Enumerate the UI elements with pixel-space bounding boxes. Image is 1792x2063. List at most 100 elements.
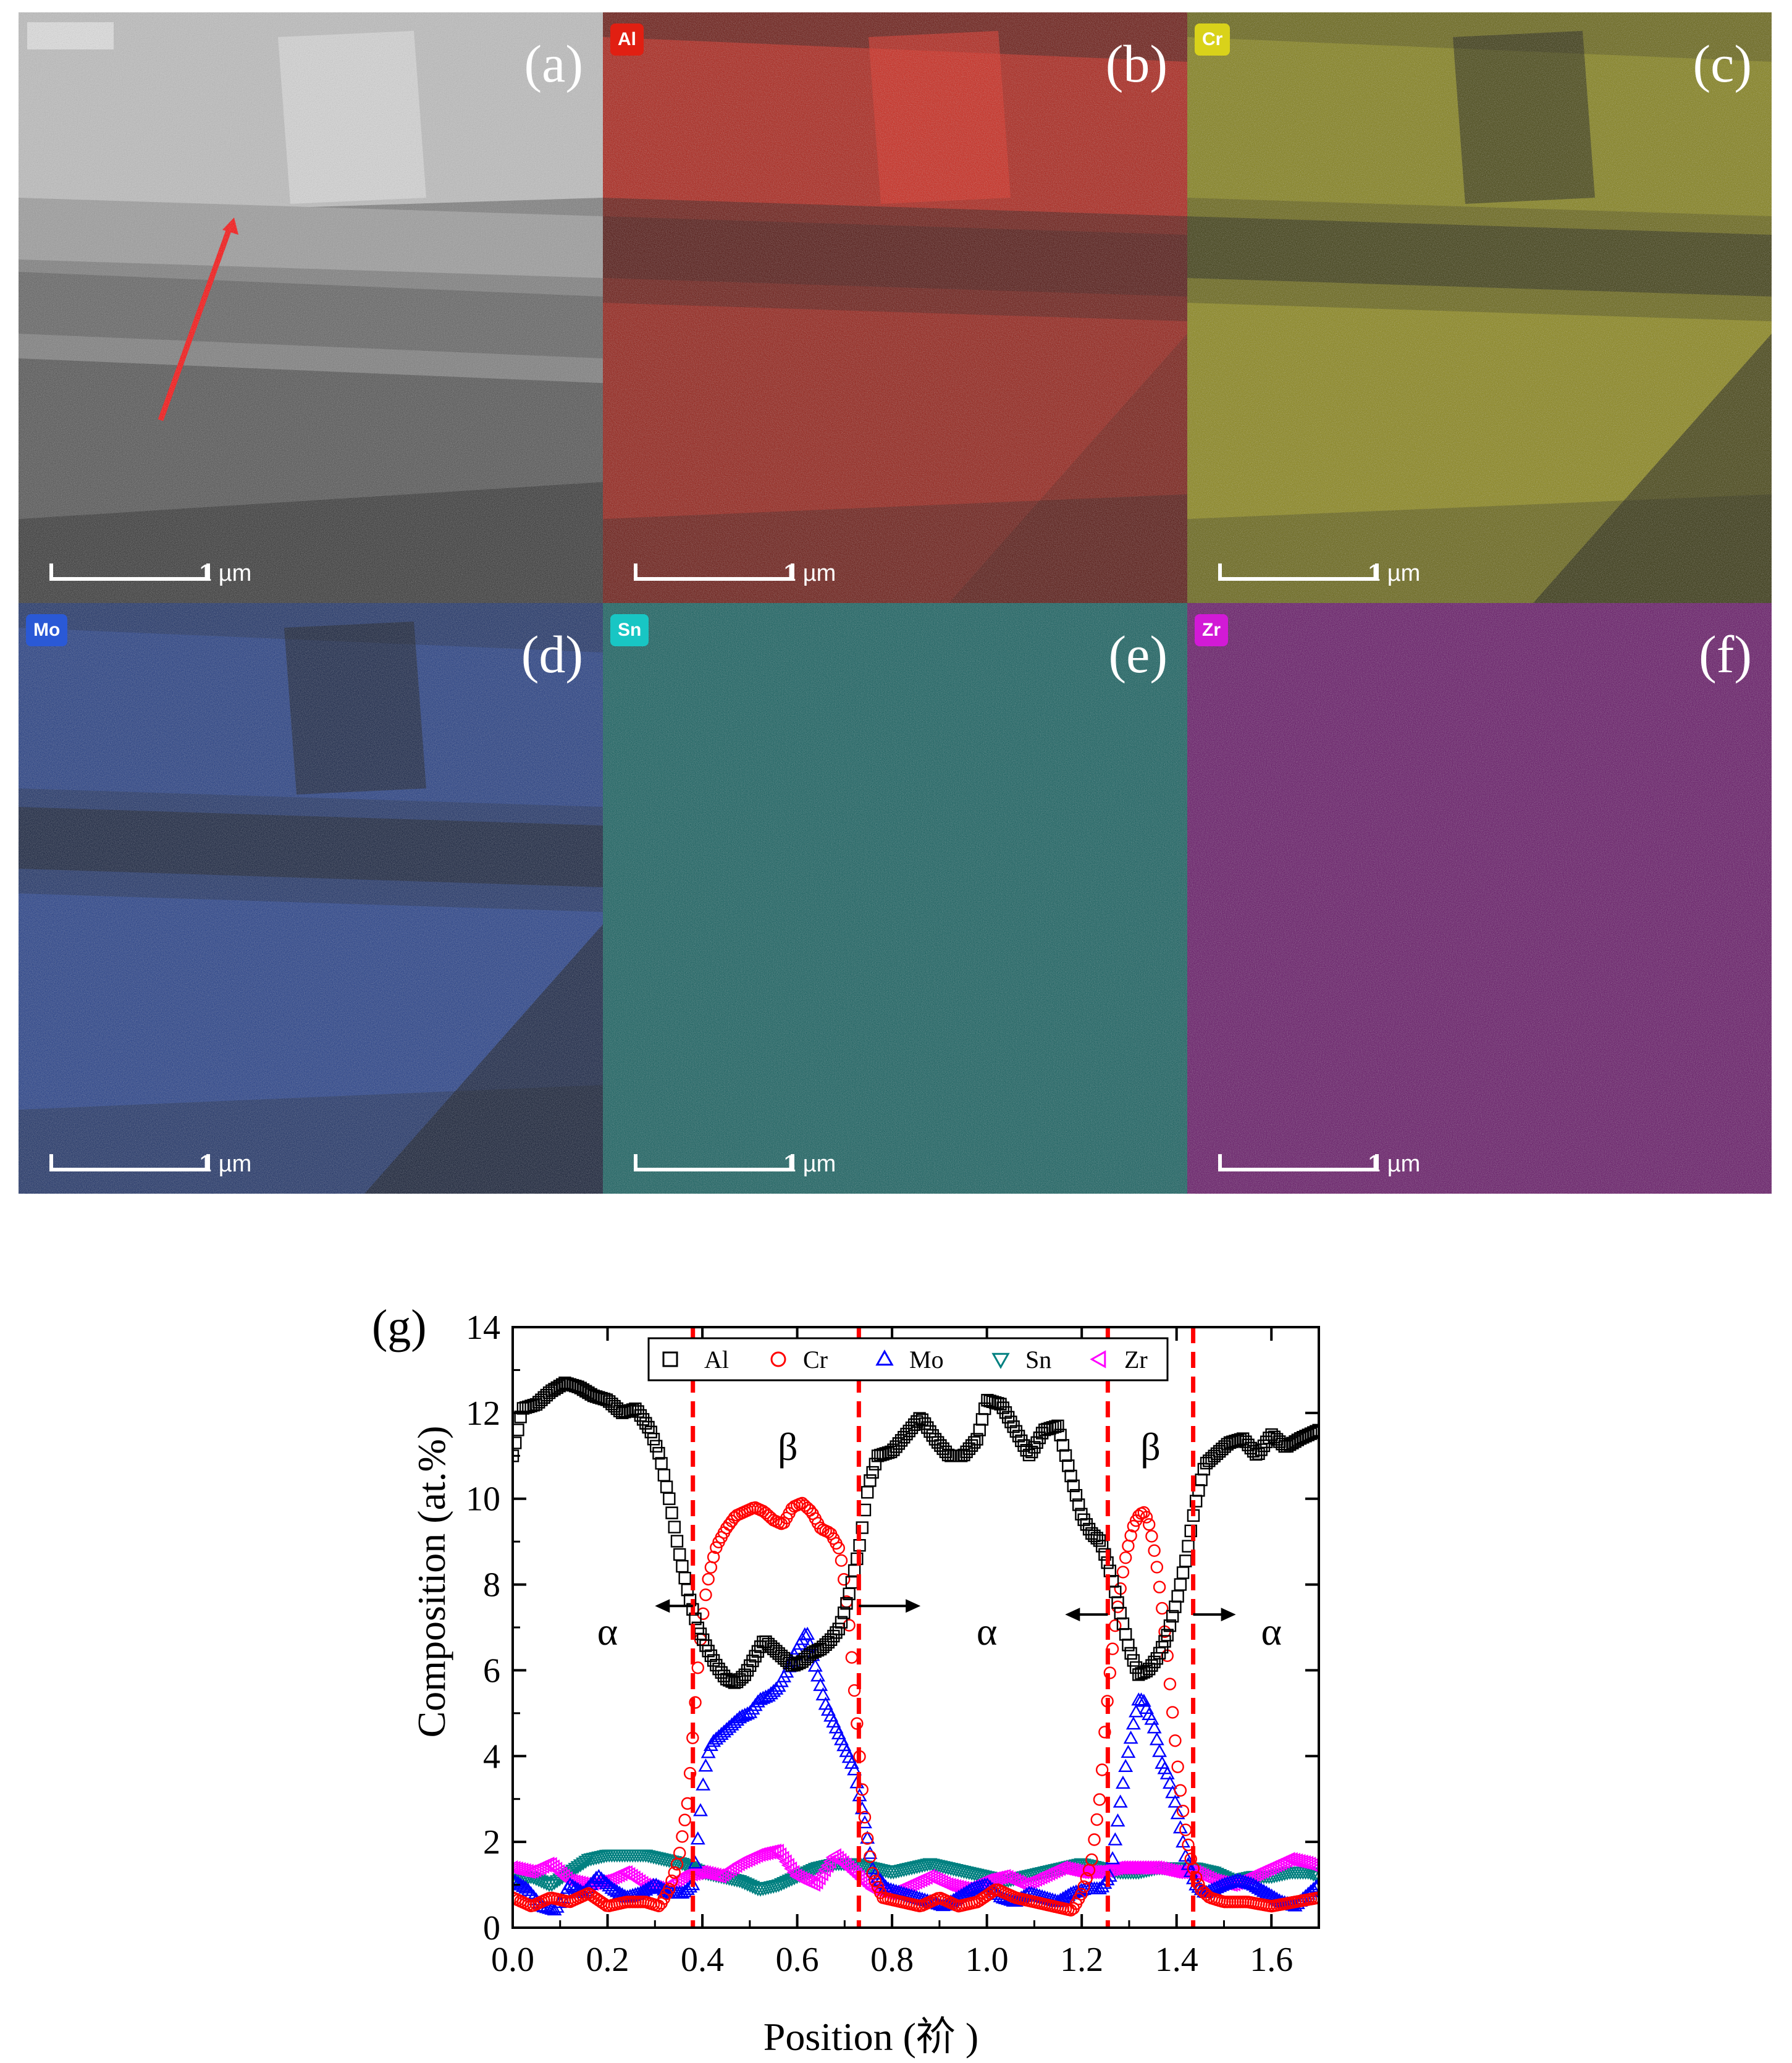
data-point: [783, 1861, 797, 1876]
data-point: [781, 1858, 794, 1873]
data-point: [565, 1878, 581, 1892]
scale-bar: [49, 1152, 210, 1176]
y-tick-label: 10: [466, 1480, 500, 1519]
data-point: [690, 1831, 705, 1845]
data-point: [1152, 1744, 1167, 1757]
data-point: [552, 1864, 565, 1879]
data-point: [913, 1412, 926, 1425]
data-point: [513, 1891, 520, 1904]
legend-box: [647, 1337, 1169, 1382]
data-point: [515, 1879, 531, 1892]
data-point: [549, 1875, 565, 1889]
data-point: [1145, 1659, 1158, 1672]
data-point: [547, 1902, 562, 1916]
data-point: [835, 1554, 848, 1567]
plot-area: α β α β α: [513, 1327, 1319, 1928]
data-point: [681, 1584, 694, 1597]
data-point: [768, 1681, 784, 1695]
data-point: [931, 1436, 944, 1449]
data-point: [513, 1872, 520, 1886]
data-point: [513, 1874, 523, 1888]
data-point: [859, 1876, 873, 1892]
data-point: [1144, 1711, 1159, 1725]
data-point: [594, 1871, 609, 1884]
data-point: [544, 1878, 560, 1892]
data-point: [663, 1883, 676, 1896]
data-point: [1246, 1877, 1261, 1891]
boundary-arrow-head: [1065, 1608, 1080, 1622]
data-point: [996, 1401, 1009, 1414]
scale-bar-label: 1 µm: [199, 560, 252, 586]
data-point: [1150, 1561, 1164, 1574]
data-point: [760, 1688, 776, 1702]
data-point: [1022, 1448, 1036, 1462]
data-point: [1001, 1411, 1015, 1424]
data-point: [1090, 1813, 1103, 1826]
x-tick-label: 0.8: [870, 1941, 914, 1979]
data-point: [813, 1677, 828, 1691]
scale-bar: [49, 561, 210, 586]
data-point: [1179, 1555, 1192, 1567]
y-tick-label: 4: [483, 1737, 500, 1776]
data-point: [544, 1857, 557, 1872]
legend-marker-zr: [1090, 1350, 1106, 1369]
data-point: [975, 1878, 990, 1892]
data-point: [1176, 1804, 1190, 1818]
data-point: [513, 1424, 524, 1437]
data-point: [746, 1654, 759, 1668]
scale-bar-label: 1 µm: [783, 1151, 836, 1177]
data-point: [644, 1425, 657, 1438]
data-point: [1077, 1880, 1090, 1893]
data-point: [1118, 1758, 1134, 1773]
data-point: [778, 1854, 792, 1870]
data-point: [689, 1612, 702, 1626]
data-point: [1182, 1838, 1195, 1852]
data-point: [639, 1417, 652, 1430]
data-point: [860, 1830, 875, 1844]
data-point: [856, 1521, 869, 1534]
data-point: [1256, 1883, 1271, 1897]
data-point: [1142, 1518, 1156, 1531]
data-point: [1253, 1882, 1269, 1896]
eds-panel-c: (c) Cr 1 µm: [1187, 12, 1772, 603]
y-tick-label: 6: [483, 1652, 500, 1690]
data-point: [747, 1882, 763, 1896]
data-point: [861, 1832, 874, 1845]
data-point: [665, 1506, 678, 1519]
data-point: [689, 1696, 702, 1709]
data-point: [1225, 1874, 1240, 1888]
data-point: [1080, 1871, 1093, 1885]
data-point: [928, 1433, 942, 1446]
data-point: [604, 1881, 620, 1894]
data-point: [1140, 1511, 1153, 1524]
y-tick-label: 12: [466, 1394, 500, 1433]
scale-bar-label: 1 µm: [199, 1151, 252, 1177]
data-point: [1121, 1744, 1136, 1758]
data-point: [1148, 1655, 1161, 1669]
data-point: [864, 1850, 877, 1863]
data-point: [1167, 1794, 1183, 1808]
data-point: [749, 1650, 762, 1663]
data-point: [1030, 1436, 1043, 1449]
x-axis-label: Position (祄 ): [763, 2015, 978, 2059]
element-tag-al: Al: [610, 23, 644, 56]
legend-marker-sn: [991, 1352, 1010, 1369]
element-tag-zr: Zr: [1195, 614, 1228, 646]
data-point: [723, 1674, 736, 1687]
data-point: [652, 1446, 665, 1460]
data-point: [1153, 1580, 1166, 1593]
data-point: [830, 1850, 844, 1866]
data-point: [832, 1622, 845, 1635]
data-point: [702, 1572, 715, 1586]
data-point: [702, 1644, 715, 1658]
data-point: [643, 1879, 658, 1892]
data-point: [991, 1397, 1004, 1410]
data-point: [1075, 1888, 1088, 1901]
composition-line-scan-chart: α β α β α 0.0 0.2 0.4 0.6 0.8 1.0 1.2 1.4 1.6 0 2 4 6 8 10…: [358, 1285, 1359, 2063]
data-point: [847, 1762, 862, 1776]
data-point: [1124, 1529, 1137, 1542]
panel-label-a: (a): [524, 34, 583, 93]
data-point: [1134, 1692, 1149, 1706]
boundary-arrow-head: [1221, 1608, 1236, 1622]
data-point: [1259, 1885, 1274, 1899]
